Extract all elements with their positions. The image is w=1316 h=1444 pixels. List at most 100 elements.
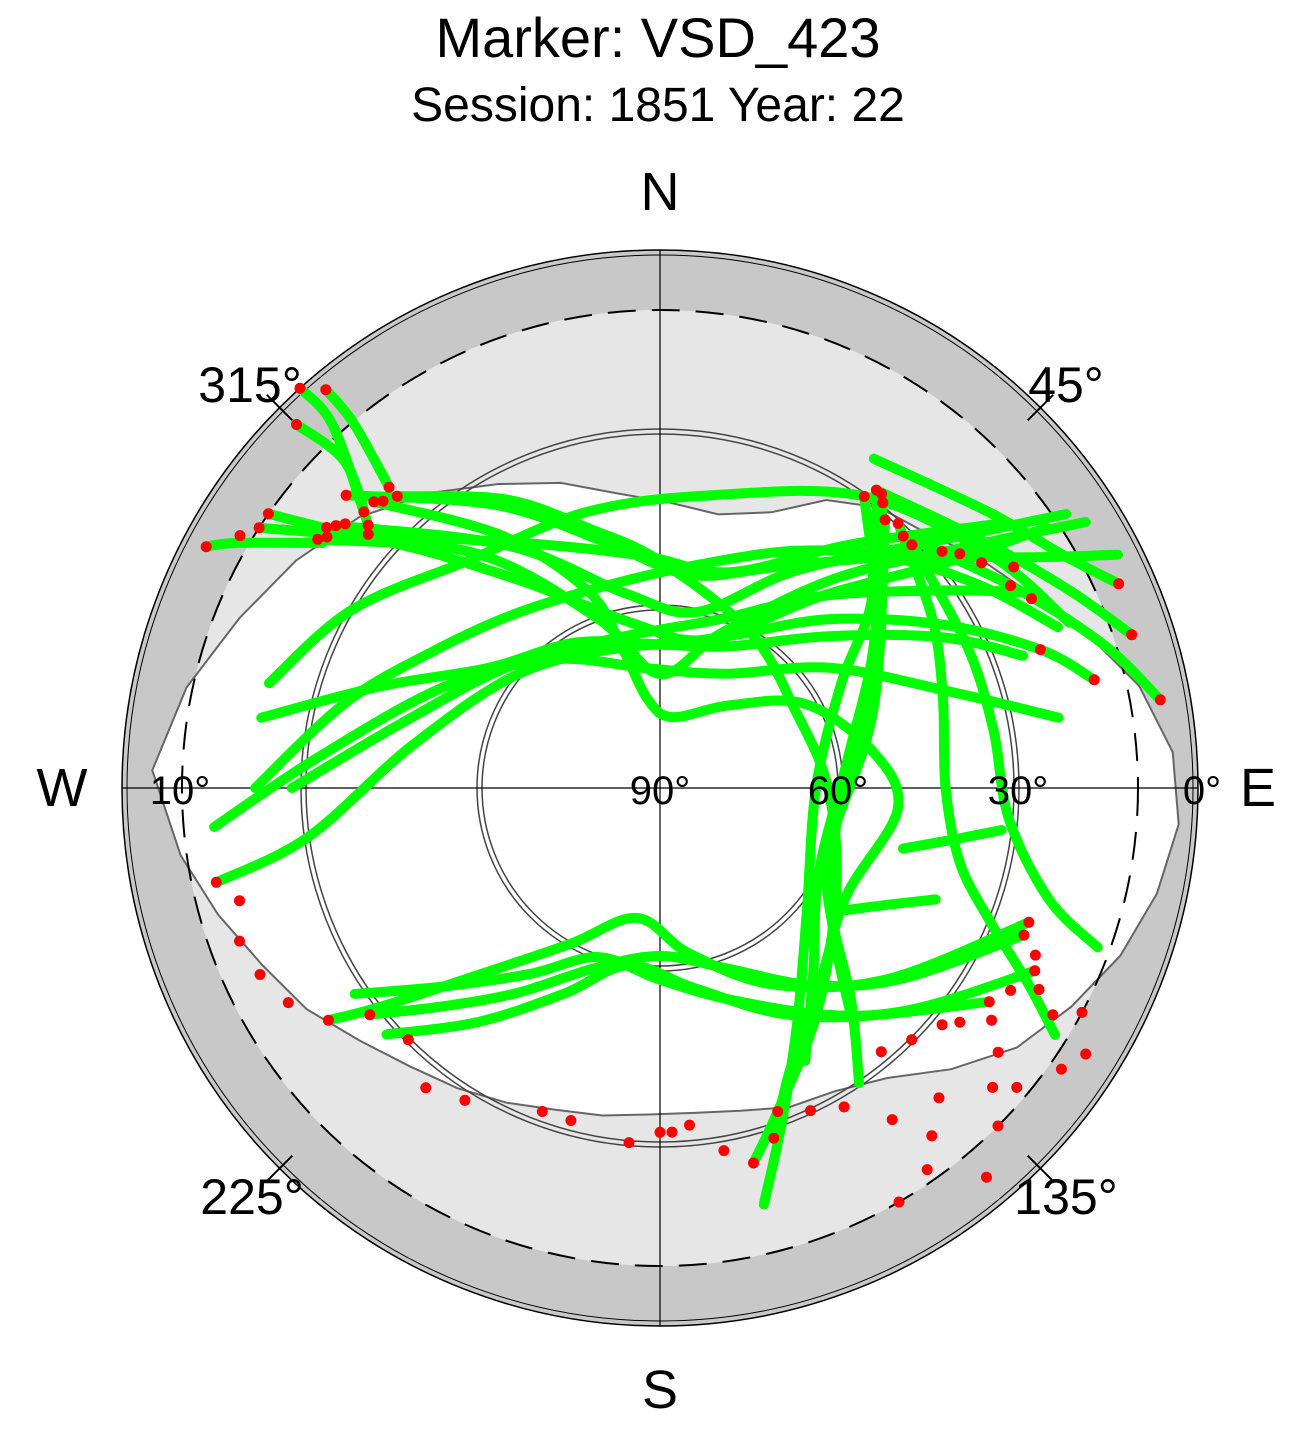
track-endpoint-55 [748, 1157, 759, 1169]
chart-subtitle: Session: 1851 Year: 22 [411, 79, 905, 132]
track-endpoint-54 [768, 1132, 780, 1144]
satellite-track-11 [871, 485, 1137, 640]
track-endpoint-87 [886, 1114, 898, 1126]
track-endpoint-40 [1018, 929, 1030, 941]
satellite-track-32 [831, 894, 941, 917]
elevation-label-0: 0° [1183, 769, 1221, 813]
track-endpoint-62 [536, 1106, 548, 1117]
track-endpoint-33 [1026, 593, 1037, 605]
elevation-label-60: 60° [808, 769, 869, 813]
track-endpoint-82 [1033, 984, 1045, 995]
satellite-track-17 [201, 537, 328, 552]
track-endpoint-26 [897, 530, 909, 542]
azimuth-label-315: 315° [198, 357, 301, 413]
track-endpoint-9 [368, 496, 380, 508]
azimuth-label-45: 45° [1028, 357, 1104, 413]
track-endpoint-81 [1080, 1048, 1092, 1060]
satellite-tracks [201, 383, 1166, 1210]
azimuth-tick-45 [1026, 394, 1054, 422]
track-endpoints [200, 382, 1166, 1208]
satellite-track-23 [209, 653, 1064, 832]
azimuth-ticks [266, 394, 1054, 1182]
track-endpoint-80 [1076, 1006, 1088, 1018]
track-endpoint-11 [383, 481, 395, 493]
track-endpoint-45 [983, 996, 995, 1008]
track-endpoint-13 [320, 384, 332, 396]
track-endpoint-10 [377, 495, 389, 507]
track-endpoint-1 [321, 531, 333, 543]
track-endpoint-44 [1005, 984, 1017, 996]
track-endpoint-69 [254, 969, 266, 980]
track-endpoint-3 [330, 520, 342, 532]
track-endpoint-19 [234, 530, 246, 542]
chart-title: Marker: VSD_423 [435, 6, 881, 69]
track-endpoint-56 [718, 1145, 730, 1157]
track-endpoint-6 [362, 519, 374, 531]
track-endpoint-84 [987, 1081, 999, 1093]
track-endpoint-79 [1047, 1009, 1059, 1021]
track-endpoint-59 [654, 1126, 666, 1138]
track-endpoint-37 [1088, 674, 1100, 686]
track-endpoint-57 [684, 1119, 695, 1131]
elevation-label-30: 30° [988, 769, 1049, 813]
track-endpoint-48 [936, 1019, 948, 1031]
track-endpoint-46 [986, 1014, 998, 1026]
track-endpoint-41 [1029, 949, 1041, 961]
track-endpoint-67 [322, 1014, 334, 1026]
track-endpoint-18 [262, 508, 274, 520]
track-endpoint-74 [992, 1120, 1004, 1132]
satellite-track-28 [349, 952, 995, 1021]
satellite-track-26 [364, 930, 1029, 1020]
track-endpoint-72 [210, 876, 222, 888]
track-endpoint-22 [876, 488, 888, 500]
track-endpoint-73 [1011, 1081, 1023, 1093]
track-endpoint-58 [666, 1126, 678, 1138]
track-endpoint-16 [253, 522, 265, 534]
azimuth-tick-225 [266, 1154, 294, 1182]
track-endpoint-36 [1154, 694, 1166, 706]
track-endpoint-27 [906, 539, 918, 551]
track-endpoint-39 [1023, 916, 1035, 928]
track-endpoint-42 [1029, 965, 1041, 977]
cardinal-south-label: S [642, 1360, 678, 1420]
cardinal-east: E [1240, 758, 1276, 818]
track-endpoint-83 [992, 1046, 1004, 1058]
track-endpoint-71 [234, 895, 245, 907]
track-endpoint-7 [340, 489, 352, 501]
track-endpoint-66 [364, 1009, 376, 1021]
track-endpoint-64 [420, 1082, 432, 1094]
track-endpoint-30 [976, 557, 988, 569]
cardinal-west: W [37, 758, 88, 818]
track-endpoint-15 [291, 419, 302, 430]
track-endpoint-0 [312, 533, 324, 545]
track-endpoint-24 [879, 514, 891, 526]
azimuth-label-225: 225° [200, 1169, 303, 1225]
visible-region [151, 481, 1180, 1117]
satellite-track-24 [211, 629, 1029, 888]
track-endpoint-85 [933, 1092, 945, 1104]
track-endpoint-5 [362, 528, 374, 540]
elevation-label-90: 90° [630, 769, 691, 813]
track-endpoint-52 [805, 1105, 816, 1117]
satellite-track-22 [286, 585, 1034, 793]
satellite-track-29 [250, 545, 1063, 793]
track-endpoint-49 [906, 1034, 918, 1046]
track-endpoint-86 [926, 1130, 938, 1142]
azimuth-tick-315 [266, 394, 294, 422]
track-endpoint-78 [893, 1196, 905, 1208]
track-endpoint-35 [1126, 629, 1138, 641]
track-endpoint-68 [282, 997, 294, 1009]
satellite-track-31 [898, 825, 1007, 854]
track-endpoint-76 [981, 1171, 992, 1183]
track-endpoint-14 [294, 382, 306, 394]
track-endpoint-4 [339, 518, 351, 530]
satellite-track-30 [264, 485, 1075, 689]
track-endpoint-61 [565, 1115, 577, 1126]
satellite-track-9 [893, 518, 1060, 1040]
track-endpoint-20 [858, 490, 870, 502]
elevation-label-10: 10° [150, 769, 211, 813]
satellite-track-18 [263, 508, 351, 539]
track-endpoint-75 [1055, 1063, 1067, 1075]
azimuth-label-135: 135° [1014, 1169, 1117, 1225]
